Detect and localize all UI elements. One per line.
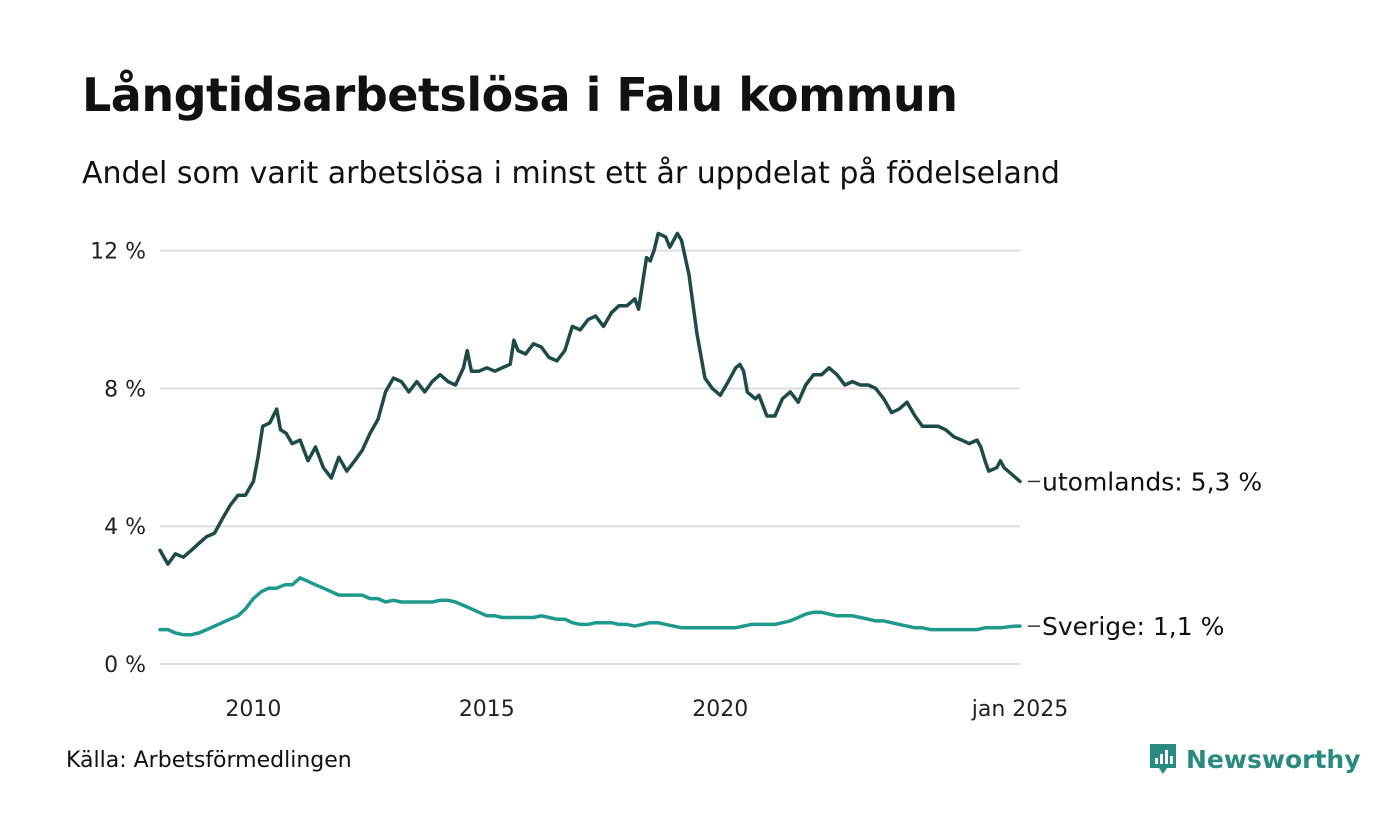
series-line-sverige <box>158 576 1022 637</box>
x-axis-ticks: 2010 2015 2020 jan 2025 <box>225 697 1068 722</box>
y-tick-label: 12 % <box>90 240 146 265</box>
end-label-utomlands: utomlands: 5,3 % <box>1042 467 1262 496</box>
x-tick-label: 2020 <box>692 697 748 722</box>
chart-title: Långtidsarbetslösa i Falu kommun <box>82 68 958 122</box>
chart-subtitle: Andel som varit arbetslösa i minst ett å… <box>82 156 1060 191</box>
newsworthy-logo-icon <box>1150 744 1176 774</box>
x-tick-label: jan 2025 <box>971 697 1069 722</box>
y-tick-label: 0 % <box>104 653 146 678</box>
y-tick-label: 8 % <box>104 377 146 402</box>
brand-name: Newsworthy <box>1186 744 1361 774</box>
gridlines <box>160 249 1020 665</box>
end-label-sverige: Sverige: 1,1 % <box>1042 612 1224 641</box>
x-tick-label: 2015 <box>459 697 515 722</box>
y-tick-label: 4 % <box>104 515 146 540</box>
newsworthy-logo: Newsworthy <box>1148 742 1361 776</box>
y-axis-ticks: 0 % 4 % 8 % 12 % <box>90 240 146 678</box>
end-labels: utomlands: 5,3 % Sverige: 1,1 % <box>1028 467 1262 641</box>
x-tick-label: 2010 <box>225 697 281 722</box>
source-note: Källa: Arbetsförmedlingen <box>66 748 352 773</box>
series-lines <box>158 231 1022 637</box>
series-line-utomlands <box>158 231 1022 566</box>
